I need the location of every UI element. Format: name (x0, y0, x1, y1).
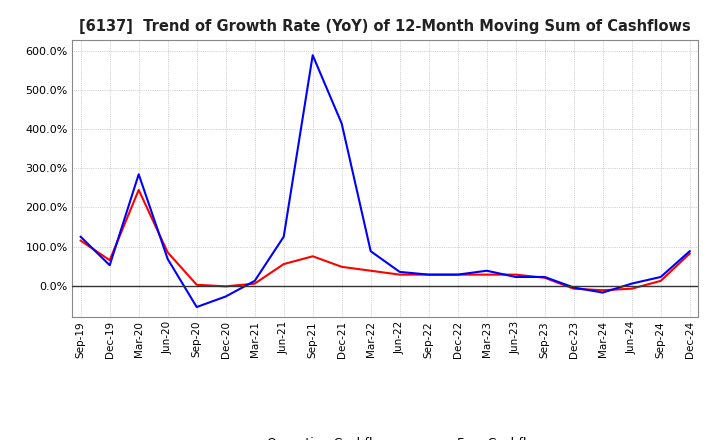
Operating Cashflow (279, 261, 288, 267)
Free Cashflow (627, 281, 636, 286)
Free Cashflow (454, 272, 462, 277)
Free Cashflow (105, 263, 114, 268)
Line: Operating Cashflow: Operating Cashflow (81, 190, 690, 290)
Title: [6137]  Trend of Growth Rate (YoY) of 12-Month Moving Sum of Cashflows: [6137] Trend of Growth Rate (YoY) of 12-… (79, 19, 691, 34)
Operating Cashflow (192, 282, 201, 287)
Free Cashflow (135, 172, 143, 177)
Free Cashflow (541, 274, 549, 279)
Operating Cashflow (163, 250, 172, 255)
Operating Cashflow (395, 272, 404, 277)
Free Cashflow (657, 274, 665, 279)
Operating Cashflow (511, 272, 520, 277)
Legend: Operating Cashflow, Free Cashflow: Operating Cashflow, Free Cashflow (221, 432, 549, 440)
Operating Cashflow (105, 257, 114, 263)
Operating Cashflow (221, 284, 230, 289)
Operating Cashflow (338, 264, 346, 269)
Free Cashflow (424, 272, 433, 277)
Free Cashflow (482, 268, 491, 273)
Operating Cashflow (366, 268, 375, 273)
Free Cashflow (221, 294, 230, 299)
Free Cashflow (598, 290, 607, 295)
Free Cashflow (570, 285, 578, 290)
Free Cashflow (279, 234, 288, 239)
Operating Cashflow (454, 272, 462, 277)
Free Cashflow (192, 304, 201, 310)
Operating Cashflow (541, 275, 549, 280)
Operating Cashflow (598, 288, 607, 293)
Free Cashflow (251, 278, 259, 283)
Free Cashflow (685, 249, 694, 254)
Operating Cashflow (251, 281, 259, 286)
Operating Cashflow (482, 272, 491, 277)
Free Cashflow (395, 269, 404, 275)
Operating Cashflow (308, 253, 317, 259)
Free Cashflow (308, 52, 317, 58)
Free Cashflow (366, 249, 375, 254)
Line: Free Cashflow: Free Cashflow (81, 55, 690, 307)
Free Cashflow (338, 121, 346, 126)
Operating Cashflow (657, 278, 665, 283)
Operating Cashflow (570, 286, 578, 291)
Free Cashflow (76, 234, 85, 239)
Operating Cashflow (685, 251, 694, 256)
Free Cashflow (511, 274, 520, 279)
Operating Cashflow (135, 187, 143, 193)
Free Cashflow (163, 257, 172, 262)
Operating Cashflow (424, 272, 433, 277)
Operating Cashflow (627, 286, 636, 291)
Operating Cashflow (76, 238, 85, 243)
